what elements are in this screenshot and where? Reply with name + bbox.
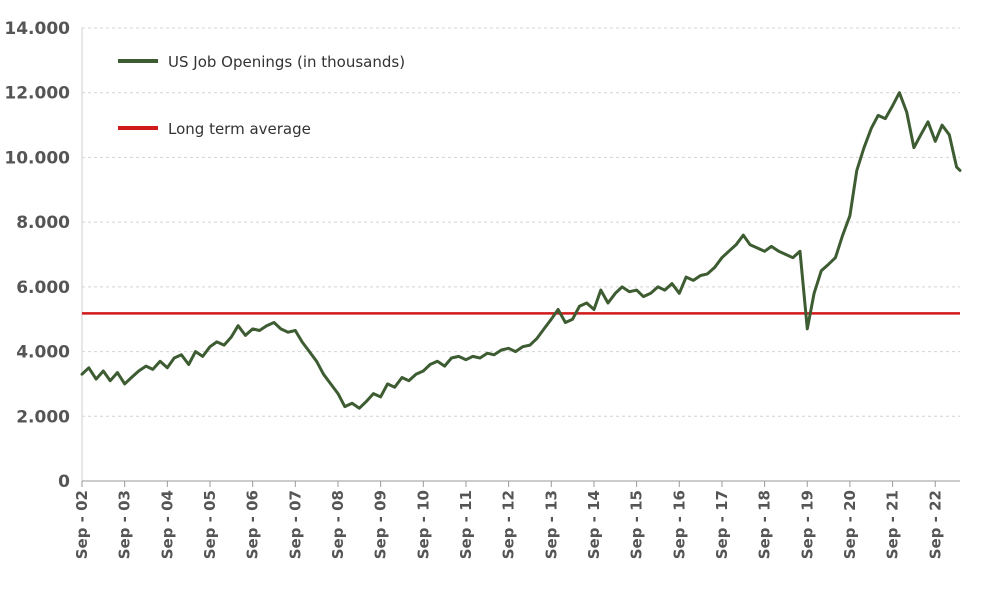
y-tick-label: 8.000 xyxy=(16,213,70,233)
x-tick-label: Sep - 10 xyxy=(414,490,432,559)
x-axis-tick-labels: Sep - 02 Sep - 03 Sep - 04 Sep - 05 Sep - 06… xyxy=(73,481,944,559)
x-tick-label: Sep - 12 xyxy=(500,490,518,559)
legend-label-long-term-average: Long term average xyxy=(168,120,311,138)
x-tick-label: Sep - 16 xyxy=(670,490,688,559)
x-tick-label: Sep - 02 xyxy=(73,490,91,559)
legend-label-job-openings: US Job Openings (in thousands) xyxy=(168,53,405,71)
x-tick-label: Sep - 05 xyxy=(201,490,219,559)
axes xyxy=(81,28,960,482)
gridlines xyxy=(82,27,960,417)
x-tick-label: Sep - 22 xyxy=(926,490,944,559)
legend: US Job Openings (in thousands) Long term… xyxy=(118,53,405,138)
y-tick-label: 14.000 xyxy=(4,19,70,39)
x-tick-label: Sep - 18 xyxy=(756,490,774,559)
y-tick-label: 0 xyxy=(58,472,70,492)
x-tick-label: Sep - 03 xyxy=(116,490,134,559)
x-tick-label: Sep - 15 xyxy=(628,490,646,559)
x-tick-label: Sep - 14 xyxy=(585,490,603,559)
series-lines xyxy=(80,91,962,410)
x-tick-label: Sep - 13 xyxy=(542,490,560,559)
x-tick-label: Sep - 17 xyxy=(713,490,731,559)
x-tick-label: Sep - 09 xyxy=(372,490,390,559)
job-openings-line xyxy=(80,91,962,410)
x-tick-label: Sep - 04 xyxy=(158,490,176,559)
x-tick-label: Sep - 06 xyxy=(244,490,262,559)
x-tick-label: Sep - 19 xyxy=(798,490,816,559)
y-tick-label: 10.000 xyxy=(4,148,70,168)
x-tick-label: Sep - 21 xyxy=(884,490,902,559)
y-tick-label: 6.000 xyxy=(16,278,70,298)
y-tick-label: 2.000 xyxy=(16,407,70,427)
x-tick-label: Sep - 08 xyxy=(329,490,347,559)
x-tick-label: Sep - 11 xyxy=(457,490,475,559)
y-tick-label: 4.000 xyxy=(16,343,70,363)
x-tick-label: Sep - 20 xyxy=(841,490,859,559)
x-tick-label: Sep - 07 xyxy=(286,490,304,559)
y-tick-label: 12.000 xyxy=(4,84,70,104)
y-axis-tick-labels: 0 2.000 4.000 6.000 8.000 10.000 12.000 14.000 xyxy=(4,19,70,492)
